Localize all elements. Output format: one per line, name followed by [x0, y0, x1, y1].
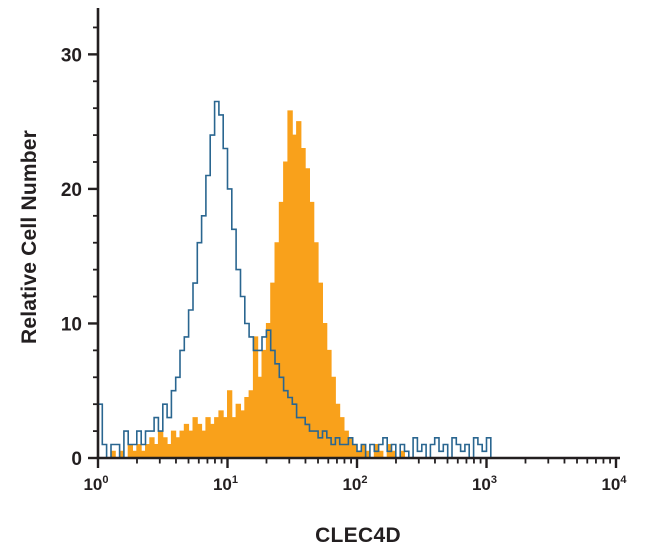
histogram-filled-clec4d-stained: [98, 110, 616, 459]
x-tick-label: 104: [601, 474, 627, 494]
y-tick-label: 0: [71, 449, 82, 470]
x-tick-label: 101: [213, 474, 238, 494]
x-axis-label: CLEC4D: [315, 524, 401, 547]
x-tick-label: 103: [472, 474, 497, 494]
histogram-open-control: [97, 100, 616, 459]
y-tick-label: 20: [61, 180, 82, 201]
y-tick-label: 10: [61, 314, 82, 335]
x-tick-label: 100: [83, 474, 108, 494]
y-axis-label: Relative Cell Number: [18, 129, 41, 345]
x-tick-label: 102: [342, 474, 367, 494]
y-tick-label: 30: [61, 45, 82, 66]
